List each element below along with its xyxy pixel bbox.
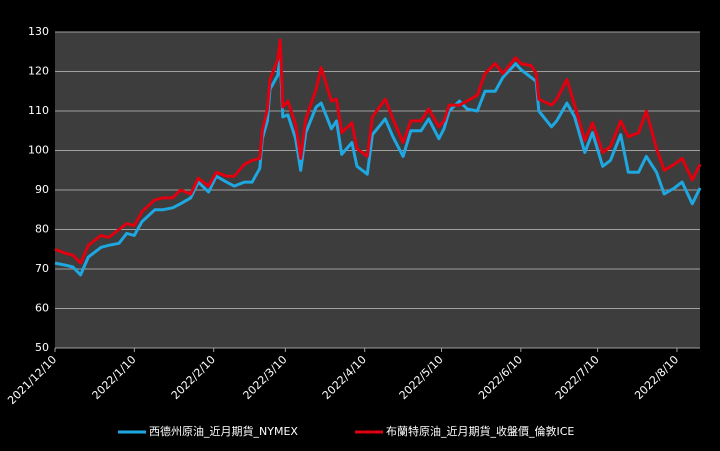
y-tick-label: 60 <box>35 302 49 315</box>
y-tick-label: 130 <box>28 25 49 38</box>
y-tick-label: 90 <box>35 183 49 196</box>
line-series <box>54 38 702 265</box>
y-tick-label: 100 <box>28 144 49 157</box>
y-tick-label: 120 <box>28 65 49 78</box>
y-tick-label: 110 <box>28 104 49 117</box>
y-tick-label: 70 <box>35 262 49 275</box>
y-tick-label: 80 <box>35 223 49 236</box>
legend-label: 西德州原油_近月期貨_NYMEX <box>149 424 298 438</box>
y-tick-label: 50 <box>35 341 49 354</box>
legend-label: 布蘭特原油_近月期貨_收盤價_倫敦ICE <box>386 424 574 438</box>
line-series <box>54 56 702 277</box>
